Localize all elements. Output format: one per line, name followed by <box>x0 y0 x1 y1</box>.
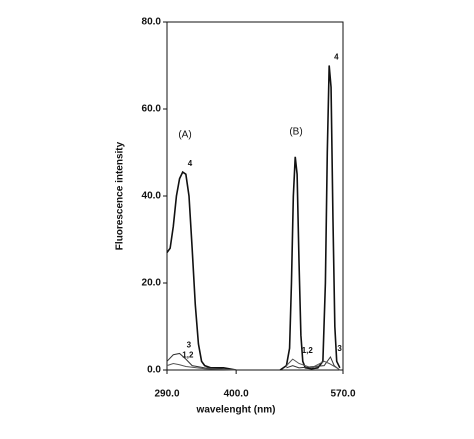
spectrum-line <box>166 352 237 371</box>
curve-label: 3 <box>337 344 342 353</box>
curve-label: 3 <box>187 341 192 350</box>
y-tick-label: 20.0 <box>142 278 162 289</box>
y-tick-label: 80.0 <box>142 17 162 28</box>
x-tick-label: 400.0 <box>224 389 249 400</box>
y-tick-label: 0.0 <box>147 365 161 376</box>
y-tick-label: 60.0 <box>142 104 162 115</box>
y-tick-label: 40.0 <box>142 191 162 202</box>
x-tick-label: 290.0 <box>154 389 179 400</box>
curve-label: 1,2 <box>302 346 314 355</box>
panel-label: (B) <box>289 127 302 138</box>
panel-label: (A) <box>178 130 191 141</box>
spectrum-line <box>286 355 341 371</box>
spectrum-line <box>286 358 341 371</box>
x-axis-label: wavelenght (nm) <box>196 405 276 416</box>
spectrum-line <box>279 65 341 371</box>
spectrum-line <box>166 170 237 371</box>
curve-label: 4 <box>188 159 193 168</box>
x-tick-label: 570.0 <box>330 389 355 400</box>
y-axis-label: Fluorescence intensity <box>115 141 126 250</box>
curve-label: 1,2 <box>182 351 194 360</box>
spectrum-line <box>166 362 237 371</box>
curve-label: 4 <box>334 53 339 62</box>
plot-frame <box>166 21 344 371</box>
